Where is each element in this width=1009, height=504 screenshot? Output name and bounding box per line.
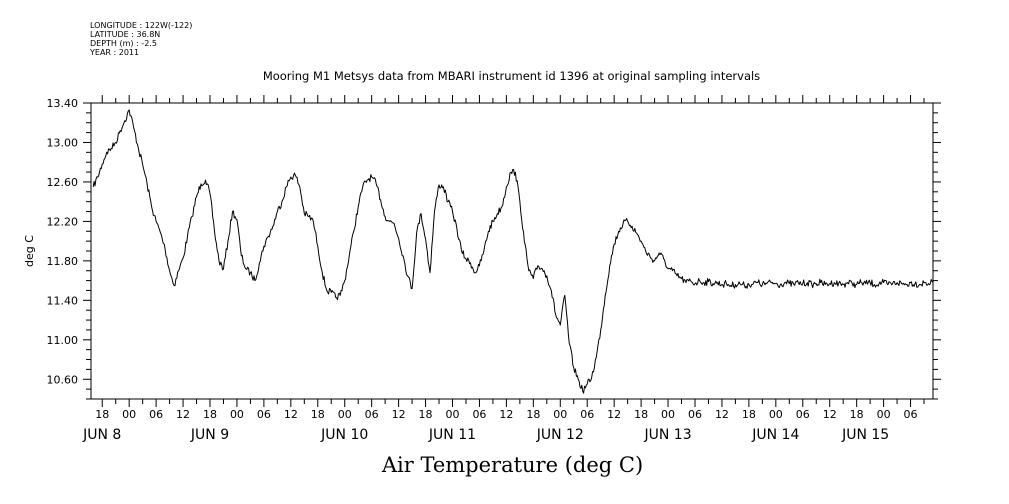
x-tick-label: 12 <box>284 408 298 421</box>
series-line <box>92 109 934 394</box>
x-day-label: JUN 11 <box>428 427 476 443</box>
x-tick-label: 18 <box>742 408 756 421</box>
x-tick-label: 18 <box>526 408 540 421</box>
x-tick-label: 12 <box>176 408 190 421</box>
x-tick-label: 12 <box>499 408 513 421</box>
x-day-label: JUN 14 <box>751 427 799 443</box>
x-day-label: JUN 9 <box>190 427 229 443</box>
y-tick-label: 11.40 <box>47 294 79 307</box>
x-tick-label: 18 <box>203 408 217 421</box>
latitude-label: LATITUDE : 36.8N <box>90 30 161 39</box>
x-day-label: JUN 12 <box>536 427 584 443</box>
x-day-label: JUN 15 <box>841 427 889 443</box>
x-tick-label: 18 <box>95 408 109 421</box>
y-tick-label: 12.20 <box>47 215 79 228</box>
x-tick-label: 18 <box>634 408 648 421</box>
x-tick-label: 18 <box>850 408 864 421</box>
x-axis-title: Air Temperature (deg C) <box>381 453 644 477</box>
y-tick-label: 13.40 <box>47 97 79 110</box>
x-tick-label: 00 <box>445 408 459 421</box>
x-tick-label: 06 <box>365 408 379 421</box>
x-tick-label: 06 <box>796 408 810 421</box>
header-metadata: LONGITUDE : 122W(-122) LATITUDE : 36.8N … <box>90 21 192 57</box>
x-tick-label: 12 <box>823 408 837 421</box>
x-tick-label: 18 <box>311 408 325 421</box>
x-tick-label: 06 <box>580 408 594 421</box>
y-tick-label: 11.00 <box>47 334 79 347</box>
x-day-label: JUN 10 <box>320 427 368 443</box>
x-tick-label: 06 <box>904 408 918 421</box>
y-tick-label: 13.00 <box>47 136 79 149</box>
x-day-label: JUN 13 <box>643 427 691 443</box>
x-day-label: JUN 8 <box>82 427 121 443</box>
x-tick-label: 00 <box>122 408 136 421</box>
y-tick-label: 10.60 <box>47 373 79 386</box>
x-tick-label: 00 <box>338 408 352 421</box>
x-tick-label: 06 <box>257 408 271 421</box>
x-tick-label: 00 <box>553 408 567 421</box>
x-tick-label: 06 <box>688 408 702 421</box>
depth-label: DEPTH (m) : -2.5 <box>90 39 157 48</box>
year-label: YEAR : 2011 <box>90 48 140 57</box>
x-tick-label: 12 <box>607 408 621 421</box>
longitude-label: LONGITUDE : 122W(-122) <box>90 21 193 30</box>
y-axis: 13.40 13.00 12.60 12.20 11.80 11.40 11.00 10.60 <box>47 97 941 400</box>
x-tick-label: 18 <box>419 408 433 421</box>
x-tick-label: 12 <box>392 408 406 421</box>
x-tick-label: 00 <box>661 408 675 421</box>
y-axis-label: deg C <box>23 235 36 267</box>
series-group <box>92 109 934 394</box>
chart-title: Mooring M1 Metsys data from MBARI instru… <box>262 69 761 83</box>
y-tick-label: 11.80 <box>47 255 79 268</box>
x-tick-label: 06 <box>149 408 163 421</box>
x-tick-label: 00 <box>230 408 244 421</box>
x-tick-label: 12 <box>715 408 729 421</box>
x-tick-label: 06 <box>472 408 486 421</box>
x-tick-label: 00 <box>877 408 891 421</box>
y-tick-label: 12.60 <box>47 176 79 189</box>
x-tick-label: 00 <box>769 408 783 421</box>
x-axis: 18 00 06 12 18 00 06 12 18 00 06 12 18 00 06 12 18 00 06 12… <box>82 95 925 443</box>
